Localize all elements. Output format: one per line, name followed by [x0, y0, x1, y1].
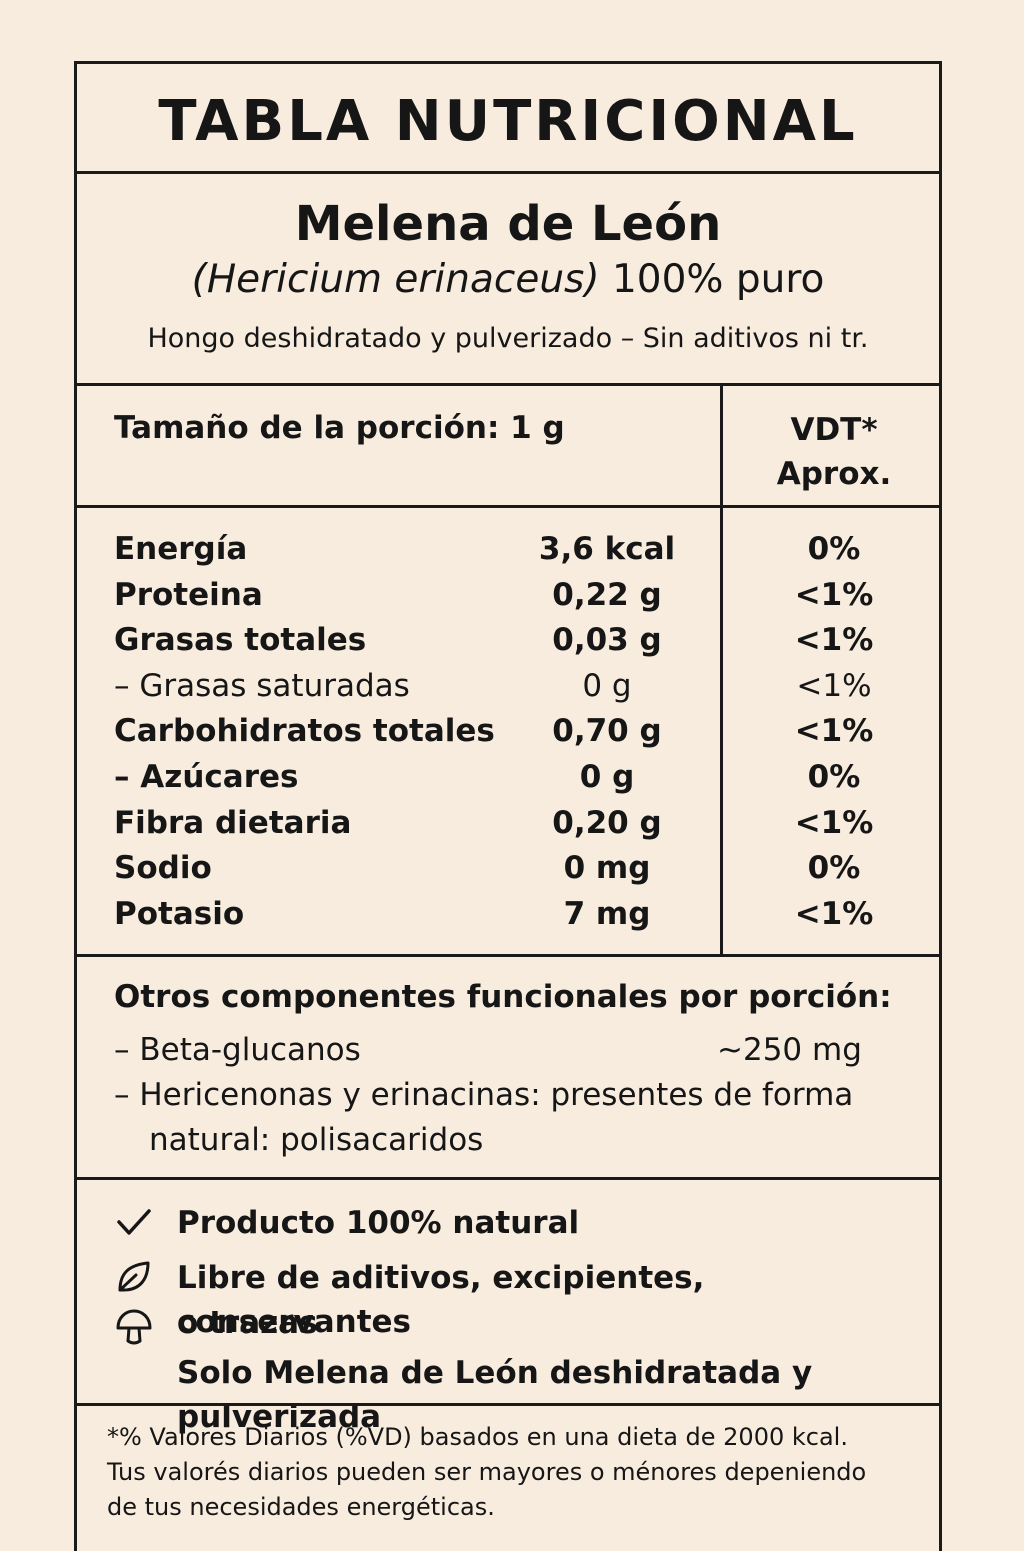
footnote-line2: Tus valorés diarios pueden ser mayores o…	[107, 1458, 867, 1486]
nutrient-dv: <1%	[796, 668, 872, 704]
nutrition-label: TABLA NUTRICIONAL Melena de León (Herici…	[74, 61, 942, 1551]
footnote-line3: de tus necesidades energéticas.	[107, 1493, 495, 1521]
beta-glucans-value: ~250 mg	[717, 1032, 862, 1068]
nutrient-amount: 0,22 g	[552, 577, 662, 613]
nutrient-row: Energía 3,6 kcal 0%	[77, 526, 945, 572]
nutrient-amount: 0 g	[582, 668, 632, 704]
scientific-name: (Hericium erinaceus)	[191, 257, 600, 302]
functional-title: Otros componentes funcionales por porció…	[114, 979, 892, 1015]
feature-free-line2: o trazas	[177, 1305, 318, 1341]
vdt-header-line1: VDT*	[790, 412, 878, 448]
vdt-header-line2: Aprox.	[776, 456, 892, 492]
nutrient-amount: 3,6 kcal	[538, 531, 676, 567]
nutrient-amount: 0 g	[579, 759, 635, 795]
column-divider	[720, 383, 723, 954]
nutrient-name: Sodio	[114, 850, 212, 886]
leaf-icon	[118, 1261, 150, 1292]
page-title: TABLA NUTRICIONAL	[158, 89, 858, 154]
serving-size: Tamaño de la porción: 1 g	[114, 410, 565, 446]
nutrient-amount: 0,20 g	[552, 805, 662, 841]
divider	[77, 171, 939, 174]
nutrient-amount: 7 mg	[563, 896, 651, 932]
check-icon	[117, 1209, 151, 1235]
nutrient-name: – Azúcares	[114, 759, 299, 795]
nutrient-name: Fibra dietaria	[114, 805, 352, 841]
feature-only: Solo Melena de León deshidratada y pulve…	[177, 1355, 813, 1435]
nutrient-row: – Azúcares 0 g 0%	[77, 754, 945, 800]
nutrient-name: Proteina	[114, 577, 263, 613]
divider	[77, 954, 939, 957]
nutrient-name: – Grasas saturadas	[114, 668, 410, 704]
nutrient-name: Energía	[114, 531, 248, 567]
nutrient-amount: 0 mg	[563, 850, 651, 886]
feature-natural: Producto 100% natural	[177, 1205, 580, 1241]
nutrient-row: Sodio 0 mg 0%	[77, 845, 945, 891]
nutrient-dv: <1%	[794, 713, 874, 749]
product-name: Melena de León	[294, 196, 722, 252]
feature-free-line1: Libre de aditivos, excipientes, conserva…	[177, 1260, 705, 1340]
divider	[77, 383, 939, 386]
purity-text: 100% puro	[611, 257, 825, 302]
nutrient-dv: <1%	[794, 622, 874, 658]
nutrient-dv: <1%	[794, 896, 874, 932]
nutrient-row: – Grasas saturadas 0 g <1%	[77, 663, 945, 709]
divider	[77, 505, 939, 508]
nutrient-dv: 0%	[807, 531, 861, 567]
footnote: *% Valores Diarios (%VD) basados en una …	[107, 1420, 927, 1525]
hericenones-line: – Hericenonas y erinacinas: presentes de…	[114, 1077, 854, 1113]
beta-glucans-label: – Beta-glucanos	[114, 1032, 361, 1068]
nutrient-dv: <1%	[794, 577, 874, 613]
nutrient-dv: 0%	[807, 759, 861, 795]
nutrient-row: Fibra dietaria 0,20 g <1%	[77, 800, 945, 846]
nutrient-amount: 0,03 g	[552, 622, 662, 658]
nutrient-row: Grasas totales 0,03 g <1%	[77, 617, 945, 663]
hericenones-line-cont: natural: polisacaridos	[149, 1122, 484, 1158]
vdt-header: VDT* Aprox.	[723, 408, 945, 496]
nutrient-dv: 0%	[807, 850, 861, 886]
divider	[77, 1403, 939, 1406]
nutrient-name: Carbohidratos totales	[114, 713, 495, 749]
nutrient-row: Carbohidratos totales 0,70 g <1%	[77, 708, 945, 754]
mushroom-icon	[116, 1309, 152, 1345]
nutrient-name: Grasas totales	[114, 622, 367, 658]
nutrient-name: Potasio	[114, 896, 245, 932]
nutrient-dv: <1%	[794, 805, 874, 841]
nutrient-row: Proteina 0,22 g <1%	[77, 572, 945, 618]
nutrient-amount: 0,70 g	[552, 713, 662, 749]
nutrient-row: Potasio 7 mg <1%	[77, 891, 945, 937]
product-scientific-line: (Hericium erinaceus) 100% puro	[77, 254, 939, 306]
divider	[77, 1177, 939, 1180]
footnote-line1: *% Valores Diarios (%VD) basados en una …	[107, 1423, 848, 1451]
product-description: Hongo deshidratado y pulverizado – Sin a…	[147, 323, 869, 354]
